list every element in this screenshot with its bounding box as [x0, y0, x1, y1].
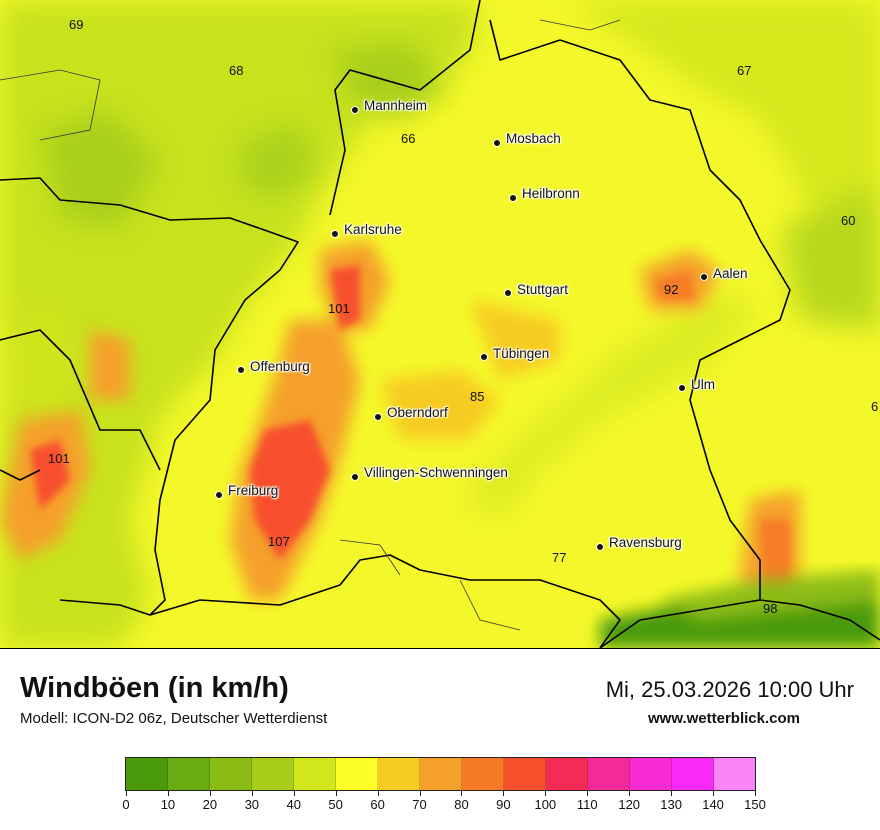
city-marker-offenburg: [237, 366, 245, 374]
city-label-oberndorf: Oberndorf: [387, 405, 448, 420]
map-canvas: [0, 0, 880, 648]
gust-value-label: 66: [401, 131, 416, 146]
city-marker-ulm: [678, 384, 686, 392]
legend-tick-label: 140: [702, 797, 724, 812]
legend-tick-mark: [461, 791, 463, 796]
legend-tick-mark: [377, 791, 379, 796]
legend-tick-label: 50: [328, 797, 343, 812]
legend-tick-label: 60: [370, 797, 385, 812]
legend-tick-label: 100: [534, 797, 557, 812]
gust-value-label: 68: [229, 63, 244, 78]
legend-swatch: [210, 758, 252, 790]
wind-gust-map: Mannheim Mosbach Heilbronn Karlsruhe Stu…: [0, 0, 880, 649]
city-marker-aalen: [700, 273, 708, 281]
legend-tick-mark: [629, 791, 631, 796]
map-title: Windböen (in km/h): [20, 672, 289, 704]
legend-tick-label: 30: [244, 797, 260, 812]
gust-value-label: 67: [737, 63, 752, 78]
legend-swatch: [420, 758, 462, 790]
legend-swatch: [252, 758, 294, 790]
city-label-heilbronn: Heilbronn: [522, 186, 580, 201]
gust-value-label: 60: [841, 213, 856, 228]
legend-tick-mark: [545, 791, 547, 796]
legend-tick-mark: [503, 791, 505, 796]
legend-tick-label: 90: [496, 797, 511, 812]
city-label-freiburg: Freiburg: [228, 483, 279, 498]
gust-value-label: 77: [552, 550, 567, 565]
city-label-mosbach: Mosbach: [506, 131, 561, 146]
legend-swatch: [630, 758, 672, 790]
legend-tick-label: 130: [660, 797, 682, 812]
legend-tick-label: 70: [412, 797, 427, 812]
legend-tick-label: 20: [202, 797, 218, 812]
city-label-tuebingen: Tübingen: [493, 346, 550, 361]
legend-swatch: [672, 758, 714, 790]
model-source: Modell: ICON-D2 06z, Deutscher Wetterdie…: [20, 710, 328, 727]
legend-tick-mark: [713, 791, 715, 796]
city-marker-stuttgart: [504, 289, 512, 297]
city-marker-villingen-schwenningen: [351, 473, 359, 481]
city-label-aalen: Aalen: [713, 266, 748, 281]
legend-tick-mark: [587, 791, 589, 796]
legend-tick-label: 110: [576, 797, 598, 812]
city-label-ravensburg: Ravensburg: [609, 535, 682, 550]
legend-tick-label: 120: [618, 797, 641, 812]
legend-swatch: [714, 758, 755, 790]
gust-value-label: 92: [664, 282, 679, 297]
legend-tick-label: 150: [744, 797, 766, 812]
gust-value-label: 101: [48, 451, 70, 466]
legend-tick-mark: [419, 791, 421, 796]
legend-swatch: [126, 758, 168, 790]
legend-tick-label: 80: [454, 797, 469, 812]
legend-tick-mark: [167, 791, 169, 796]
city-label-karlsruhe: Karlsruhe: [344, 222, 402, 237]
legend-ticks: 0 10 20 30 40 50 60 70 80 90 100 110 120 130 140 150: [122, 791, 766, 812]
gust-value-label: 98: [763, 601, 778, 616]
legend-swatch: [546, 758, 588, 790]
city-label-stuttgart: Stuttgart: [517, 282, 569, 297]
legend-tick-mark: [126, 791, 127, 796]
gust-value-label: 107: [268, 534, 290, 549]
legend-swatch: [588, 758, 630, 790]
city-marker-heilbronn: [509, 194, 517, 202]
city-label-ulm: Ulm: [691, 377, 715, 392]
legend-swatch: [168, 758, 210, 790]
city-marker-oberndorf: [374, 413, 382, 421]
legend-tick-mark: [293, 791, 295, 796]
legend-tick-label: 0: [122, 797, 130, 812]
legend-tick-mark: [755, 791, 756, 796]
legend-tick-mark: [671, 791, 673, 796]
gust-value-label: 101: [328, 301, 350, 316]
city-marker-freiburg: [215, 491, 223, 499]
legend-swatch: [504, 758, 546, 790]
legend-swatch: [462, 758, 504, 790]
website-label: www.wetterblick.com: [648, 710, 800, 727]
color-legend: 0 10 20 30 40 50 60 70 80 90 100 110 120 130 140 150: [122, 757, 766, 812]
legend-tick-mark: [251, 791, 253, 796]
gust-value-label: 6: [871, 399, 879, 414]
legend-swatch: [336, 758, 378, 790]
legend-tick-mark: [209, 791, 211, 796]
legend-color-bar: [125, 757, 756, 791]
legend-tick-mark: [335, 791, 337, 796]
city-marker-ravensburg: [596, 543, 604, 551]
gust-value-label: 69: [69, 17, 84, 32]
forecast-datetime: Mi, 25.03.2026 10:00 Uhr: [605, 677, 854, 702]
city-label-offenburg: Offenburg: [250, 359, 310, 374]
city-marker-mannheim: [351, 106, 359, 114]
gust-value-label: 85: [470, 389, 485, 404]
legend-tick-label: 10: [160, 797, 176, 812]
city-label-villingen-schwenningen: Villingen-Schwenningen: [364, 465, 508, 480]
legend-swatch: [378, 758, 420, 790]
legend-swatch: [294, 758, 336, 790]
city-marker-tuebingen: [480, 353, 488, 361]
city-label-mannheim: Mannheim: [364, 98, 428, 113]
city-marker-karlsruhe: [331, 230, 339, 238]
legend-tick-label: 40: [286, 797, 301, 812]
city-marker-mosbach: [493, 139, 501, 147]
